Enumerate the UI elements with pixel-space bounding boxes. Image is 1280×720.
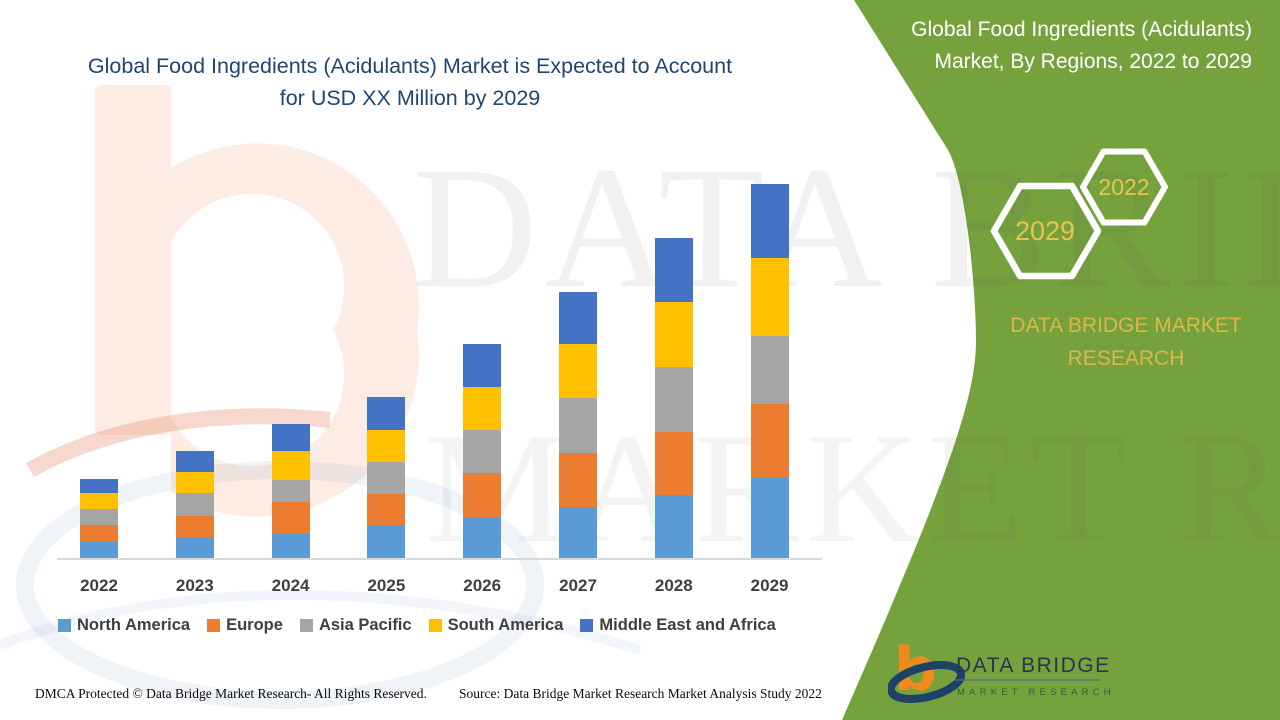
bar-segment-europe [559,453,597,507]
watermark-swoosh-red [26,408,331,477]
bar-segment-south-america [559,344,597,398]
stacked-bar-2029 [750,184,789,558]
stacked-bar-2026 [463,344,502,558]
stacked-bar-2022 [80,479,118,558]
bar-segment-europe [654,432,693,495]
legend-item-asia-pacific: Asia Pacific [299,616,412,635]
bar-segment-north-america [367,525,406,558]
stacked-bar-2027 [559,292,597,558]
bar-segment-south-america [271,451,310,480]
legend-marker-icon [299,619,313,632]
bar-segment-middle-east-and-africa [80,479,118,493]
x-axis-label-2024: 2024 [271,576,310,595]
stacked-bar-2025 [367,397,406,558]
bar-segment-asia-pacific [175,493,214,516]
x-axis-label-2022: 2022 [80,576,118,595]
stacked-bar-2024 [271,424,310,558]
bar-segment-middle-east-and-africa [654,238,693,302]
x-axis-label-2025: 2025 [367,576,406,595]
databridge-logo: b DATA BRIDGE MARKET RESEARCH [888,635,1115,705]
bar-segment-middle-east-and-africa [463,344,502,387]
bar-segment-asia-pacific [80,509,118,525]
legend-label: Asia Pacific [318,616,412,634]
x-axis-label-2026: 2026 [463,576,502,595]
legend-item-south-america: South America [428,616,564,635]
bar-segment-south-america [750,258,789,336]
bar-segment-south-america [367,430,406,462]
legend-label: Europe [226,616,283,634]
bar-segment-asia-pacific [463,430,502,473]
watermark-swoosh-blue [0,590,642,655]
bar-segment-europe [80,525,118,542]
bar-segment-middle-east-and-africa [367,397,406,430]
x-axis-label-2023: 2023 [175,576,214,595]
footer-source-text: Source: Data Bridge Market Research Mark… [459,686,822,701]
bar-segment-north-america [559,507,597,558]
bar-segment-south-america [175,472,214,493]
bar-segment-middle-east-and-africa [175,451,214,472]
legend-item-europe: Europe [207,616,283,635]
legend-marker-icon [58,619,71,632]
legend-label: North America [77,616,191,634]
bar-segment-asia-pacific [367,462,406,494]
stacked-bar-2028 [654,238,693,558]
x-axis-labels: 2022 2023 2024 2025 2026 2027 2028 2029 [60,576,822,598]
bar-segment-asia-pacific [654,367,693,432]
chart-title: Global Food Ingredients (Acidulants) Mar… [87,54,733,111]
legend-marker-icon [428,619,442,632]
chart-legend: North America Europe Asia Pacific South Ame… [58,616,776,635]
legend-label: South America [447,616,564,634]
bar-segment-south-america [80,493,118,509]
bar-segment-asia-pacific [750,336,789,404]
bar-segment-europe [750,404,789,478]
bar-segment-south-america [463,387,502,430]
x-axis-label-2029: 2029 [750,576,789,595]
footer-dmca-text: DMCA Protected © Data Bridge Market Rese… [35,686,427,701]
bar-segment-north-america [271,534,310,558]
watermark-b-bowl [171,143,419,517]
hexagon-2029-outline [990,182,1102,280]
legend-marker-icon [580,619,594,632]
x-axis-line [57,558,822,560]
watermark-b-stem [95,85,171,435]
bar-segment-north-america [654,495,693,558]
side-panel-shape [842,0,1280,720]
legend-item-north-america: North America [58,616,190,635]
hexagon-2029-label: 2029 [1015,216,1075,246]
brand-text: DATA BRIDGE MARKET RESEARCH [1010,314,1242,370]
x-axis-label-2027: 2027 [559,576,597,595]
bar-segment-asia-pacific [559,398,597,453]
bar-segment-europe [175,516,214,537]
logo-swoosh-icon [888,661,966,703]
stacked-bar-2023 [175,451,214,558]
bar-segment-middle-east-and-africa [750,184,789,258]
bar-segment-europe [367,494,406,525]
bar-segment-north-america [750,478,789,558]
year-hexagons: 2022 2029 [990,148,1168,280]
legend-item-middle-east-and-africa: Middle East and Africa [580,616,776,635]
bar-segment-europe [463,473,502,517]
hexagon-2022-outline [1080,148,1168,226]
bar-segment-north-america [175,537,214,558]
bar-segment-south-america [654,302,693,367]
logo-sub-text: MARKET RESEARCH [957,687,1115,698]
bar-segment-north-america [463,517,502,558]
x-axis-label-2028: 2028 [654,576,693,595]
hexagon-2022-label: 2022 [1098,174,1149,200]
side-panel-title: Global Food Ingredients (Acidulants) Mar… [911,18,1252,73]
bar-segment-north-america [80,542,118,558]
legend-label: Middle East and Africa [599,616,776,634]
logo-name-text: DATA BRIDGE [956,654,1111,677]
plot-area [60,150,822,558]
bar-segment-middle-east-and-africa [271,424,310,451]
bar-segment-asia-pacific [271,480,310,502]
bar-segment-europe [271,502,310,534]
legend-marker-icon [207,619,221,632]
bar-segment-middle-east-and-africa [559,292,597,344]
